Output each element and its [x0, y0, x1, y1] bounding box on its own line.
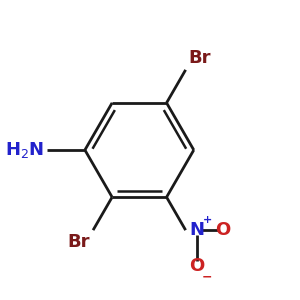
- Text: H$_2$N: H$_2$N: [5, 140, 44, 160]
- Text: Br: Br: [188, 49, 211, 67]
- Text: Br: Br: [68, 233, 90, 251]
- Text: +: +: [202, 215, 212, 225]
- Text: N: N: [189, 221, 204, 239]
- Text: O: O: [215, 221, 230, 239]
- Text: O: O: [189, 256, 204, 274]
- Text: −: −: [202, 270, 212, 284]
